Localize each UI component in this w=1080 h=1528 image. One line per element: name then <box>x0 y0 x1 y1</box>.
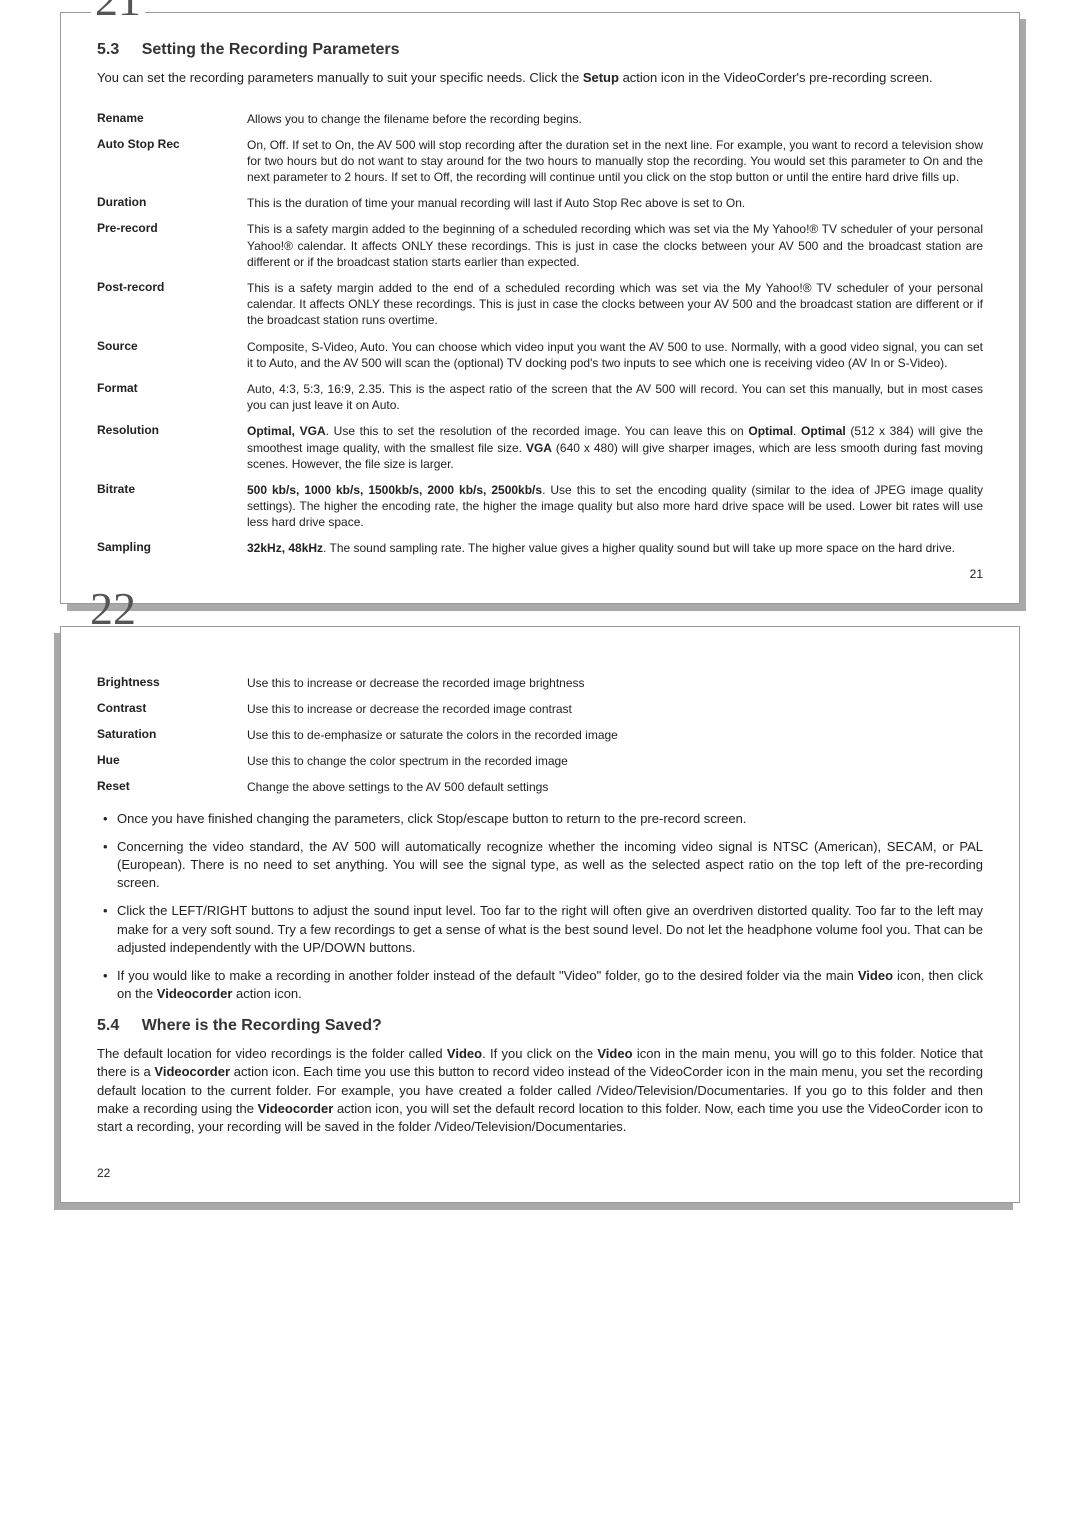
page-number: 21 <box>97 567 983 581</box>
param-desc: This is the duration of time your manual… <box>247 195 983 211</box>
section-title: Setting the Recording Parameters <box>142 41 400 58</box>
intro-paragraph: You can set the recording parameters man… <box>97 69 983 87</box>
param-desc: Change the above settings to the AV 500 … <box>247 779 983 795</box>
param-label: Brightness <box>97 675 247 689</box>
param-label: Source <box>97 339 247 353</box>
param-label: Bitrate <box>97 482 247 496</box>
param-reset: Reset Change the above settings to the A… <box>97 779 983 795</box>
param-label: Hue <box>97 753 247 767</box>
page-22: Brightness Use this to increase or decre… <box>60 626 1020 1204</box>
param-desc: Allows you to change the filename before… <box>247 111 983 127</box>
param-label: Contrast <box>97 701 247 715</box>
param-label: Duration <box>97 195 247 209</box>
body-paragraph: The default location for video recording… <box>97 1045 983 1136</box>
param-label: Saturation <box>97 727 247 741</box>
param-saturation: Saturation Use this to de-emphasize or s… <box>97 727 983 743</box>
section-heading-5-4: 5.4 Where is the Recording Saved? <box>97 1017 983 1035</box>
param-postrecord: Post-record This is a safety margin adde… <box>97 280 983 329</box>
param-desc: Optimal, VGA. Use this to set the resolu… <box>247 423 983 472</box>
param-desc: Composite, S-Video, Auto. You can choose… <box>247 339 983 371</box>
shadow-left <box>54 633 60 1210</box>
shadow-right <box>1020 19 1026 610</box>
param-label: Post-record <box>97 280 247 294</box>
section-number: 5.4 <box>97 1017 119 1034</box>
page-number: 22 <box>97 1166 983 1180</box>
param-desc: This is a safety margin added to the beg… <box>247 221 983 270</box>
bullet-item: Once you have finished changing the para… <box>97 810 983 828</box>
param-desc: 500 kb/s, 1000 kb/s, 1500kb/s, 2000 kb/s… <box>247 482 983 531</box>
bullet-list: Once you have finished changing the para… <box>97 810 983 1004</box>
param-label: Resolution <box>97 423 247 437</box>
param-label: Format <box>97 381 247 395</box>
param-sampling: Sampling 32kHz, 48kHz. The sound samplin… <box>97 540 983 556</box>
param-desc: Auto, 4:3, 5:3, 16:9, 2.35. This is the … <box>247 381 983 413</box>
param-desc: Use this to increase or decrease the rec… <box>247 701 983 717</box>
param-desc: On, Off. If set to On, the AV 500 will s… <box>247 137 983 186</box>
section-title: Where is the Recording Saved? <box>142 1017 382 1034</box>
param-hue: Hue Use this to change the color spectru… <box>97 753 983 769</box>
bullet-item: Concerning the video standard, the AV 50… <box>97 838 983 893</box>
param-desc: This is a safety margin added to the end… <box>247 280 983 329</box>
param-label: Rename <box>97 111 247 125</box>
bullet-item: If you would like to make a recording in… <box>97 967 983 1003</box>
param-desc: Use this to change the color spectrum in… <box>247 753 983 769</box>
page-21: 21 5.3 Setting the Recording Parameters … <box>60 12 1020 604</box>
param-brightness: Brightness Use this to increase or decre… <box>97 675 983 691</box>
param-format: Format Auto, 4:3, 5:3, 16:9, 2.35. This … <box>97 381 983 413</box>
param-desc: 32kHz, 48kHz. The sound sampling rate. T… <box>247 540 983 556</box>
page-big-number: 21 <box>91 0 145 23</box>
param-duration: Duration This is the duration of time yo… <box>97 195 983 211</box>
shadow-bottom <box>54 1203 1013 1210</box>
param-label: Sampling <box>97 540 247 554</box>
page-big-number-22: 22 <box>90 586 1080 632</box>
param-contrast: Contrast Use this to increase or decreas… <box>97 701 983 717</box>
section-number: 5.3 <box>97 41 119 58</box>
param-label: Reset <box>97 779 247 793</box>
section-heading-5-3: 5.3 Setting the Recording Parameters <box>97 41 983 59</box>
param-desc: Use this to increase or decrease the rec… <box>247 675 983 691</box>
param-resolution: Resolution Optimal, VGA. Use this to set… <box>97 423 983 472</box>
param-source: Source Composite, S-Video, Auto. You can… <box>97 339 983 371</box>
param-label: Auto Stop Rec <box>97 137 247 151</box>
param-autostop: Auto Stop Rec On, Off. If set to On, the… <box>97 137 983 186</box>
param-bitrate: Bitrate 500 kb/s, 1000 kb/s, 1500kb/s, 2… <box>97 482 983 531</box>
param-rename: Rename Allows you to change the filename… <box>97 111 983 127</box>
bullet-item: Click the LEFT/RIGHT buttons to adjust t… <box>97 902 983 957</box>
param-desc: Use this to de-emphasize or saturate the… <box>247 727 983 743</box>
param-label: Pre-record <box>97 221 247 235</box>
param-prerecord: Pre-record This is a safety margin added… <box>97 221 983 270</box>
